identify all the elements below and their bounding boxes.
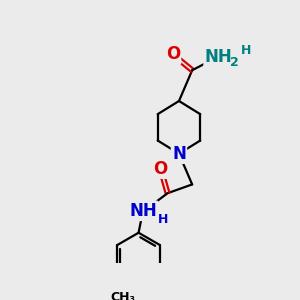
Text: H: H bbox=[241, 44, 251, 57]
Text: CH₃: CH₃ bbox=[110, 291, 135, 300]
Text: O: O bbox=[153, 160, 168, 178]
Text: NH: NH bbox=[205, 48, 232, 66]
Text: NH: NH bbox=[129, 202, 157, 220]
Text: 2: 2 bbox=[230, 56, 239, 69]
Text: N: N bbox=[172, 145, 186, 163]
Text: H: H bbox=[158, 213, 168, 226]
Text: O: O bbox=[166, 46, 180, 64]
